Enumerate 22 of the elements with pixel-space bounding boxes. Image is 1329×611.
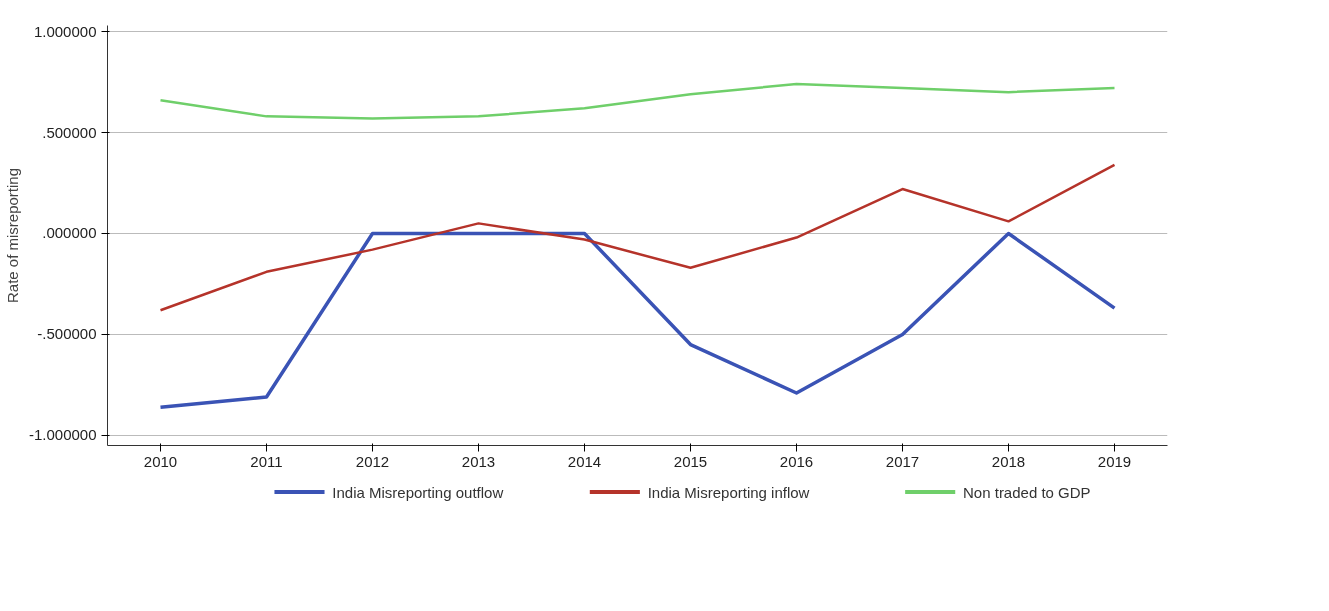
y-tick-label: .500000 — [42, 123, 97, 141]
x-tick-label: 2011 — [250, 452, 283, 470]
y-tick-label: -1.000000 — [28, 426, 97, 444]
x-tick-label: 2015 — [673, 452, 708, 470]
y-tick-label: -.500000 — [37, 325, 97, 343]
line-series — [159, 163, 1116, 312]
line-series — [158, 231, 1117, 409]
x-tick-label: 2013 — [461, 452, 496, 470]
y-tick-label: 1.000000 — [33, 22, 97, 40]
x-tick-label: 2019 — [1097, 452, 1132, 470]
x-tick-label: 2018 — [991, 452, 1026, 470]
legend-label: Non traded to GDP — [963, 483, 1091, 501]
legend-label: India Misreporting outflow — [332, 483, 504, 501]
x-tick-label: 2010 — [143, 452, 178, 470]
x-tick-label: 2014 — [567, 452, 602, 470]
x-tick-label: 2017 — [885, 452, 920, 470]
line-series — [159, 82, 1116, 120]
y-axis-title: Rate of misreporting — [3, 167, 21, 304]
x-tick-label: 2012 — [355, 452, 390, 470]
y-tick-label: .000000 — [42, 224, 97, 242]
x-tick-label: 2016 — [779, 452, 814, 470]
legend-label: India Misreporting inflow — [647, 483, 810, 501]
